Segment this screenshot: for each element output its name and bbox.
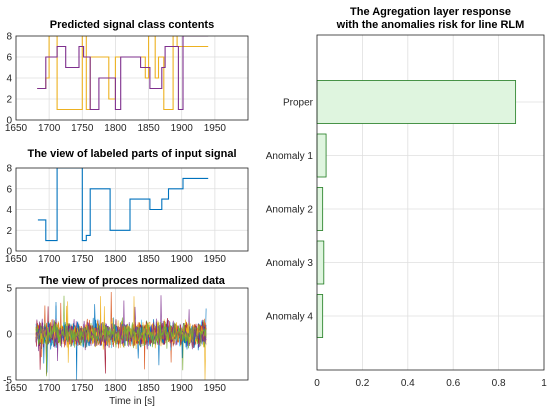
x-tick-label: 0.6 — [446, 378, 460, 389]
bar-2 — [316, 133, 327, 178]
x-tick-label: 1800 — [104, 383, 127, 394]
series-line-1 — [37, 168, 209, 242]
y-tick-label: 2 — [6, 226, 12, 237]
x-tick-label: 0.8 — [492, 378, 506, 389]
y-tick-label: 8 — [6, 32, 12, 43]
subplot-title: The view of labeled parts of input signa… — [27, 148, 236, 160]
series-group — [35, 291, 207, 380]
y-tick-label: 5 — [6, 284, 12, 295]
category-label: Anomaly 4 — [266, 312, 314, 323]
x-tick-label: 1700 — [38, 383, 61, 394]
series-group — [37, 168, 209, 242]
y-tick-label: 0 — [6, 116, 12, 127]
x-tick-label: 0.4 — [401, 378, 415, 389]
bar-5 — [316, 294, 324, 338]
series-group — [37, 36, 209, 111]
y-tick-label: -5 — [3, 376, 12, 387]
x-tick-label: 1900 — [171, 383, 194, 394]
x-tick-label: 1900 — [171, 123, 194, 134]
x-tick-label: 1750 — [71, 123, 94, 134]
x-tick-label: 1850 — [137, 254, 160, 265]
subplot-2: 1650 1700 1750 1800 1850 1900 1950 0 2 4 6 8 The vie… — [5, 148, 249, 265]
subplot-3: 1650 1700 1750 1800 1850 1900 1950 -5 0 5 The view… — [3, 275, 249, 407]
x-tick-label: 1850 — [137, 383, 160, 394]
category-label: Anomaly 2 — [266, 205, 314, 216]
category-label: Anomaly 3 — [266, 258, 314, 269]
x-tick-label: 1650 — [5, 254, 28, 265]
subplot-title: Predicted signal class contents — [50, 19, 214, 31]
x-tick-label: 1750 — [71, 254, 94, 265]
chart-subtitle: with the anomalies risk for line RLM — [336, 19, 525, 31]
category-label: Anomaly 1 — [266, 151, 314, 162]
x-axis-label: Time in [s] — [109, 396, 155, 407]
y-tick-label: 6 — [6, 184, 12, 195]
x-tick-label: 1700 — [38, 123, 61, 134]
x-tick-label: 1700 — [38, 254, 61, 265]
y-tick-label: 6 — [6, 53, 12, 64]
x-tick-label: 0.2 — [355, 378, 369, 389]
noise-series-12 — [35, 320, 207, 377]
x-tick-label: 1 — [541, 378, 547, 389]
bar-1 — [316, 80, 517, 124]
series-line-2 — [37, 36, 209, 111]
subplot-title: The view of proces normalized data — [39, 275, 226, 287]
x-tick-label: 1650 — [5, 123, 28, 134]
y-tick-label: 0 — [6, 330, 12, 341]
category-label: Proper — [283, 98, 314, 109]
axes-frame — [15, 35, 249, 121]
x-tick-label: 1950 — [204, 254, 227, 265]
bar-chart: 0 0.2 0.4 0.6 0.8 1 Proper Anomaly 1 Anomaly 2 An… — [266, 6, 547, 389]
x-tick-label: 1800 — [104, 123, 127, 134]
bar-4 — [316, 240, 325, 285]
x-tick-label: 1900 — [171, 254, 194, 265]
x-tick-label: 0 — [314, 378, 320, 389]
axes-frame — [15, 287, 249, 381]
x-tick-label: 1950 — [204, 123, 227, 134]
chart-title: The Agregation layer response — [350, 6, 511, 18]
y-tick-label: 8 — [6, 164, 12, 175]
bar-3 — [316, 187, 324, 231]
axes-frame — [15, 167, 249, 252]
x-tick-label: 1800 — [104, 254, 127, 265]
y-tick-label: 4 — [6, 205, 12, 216]
y-tick-label: 2 — [6, 95, 12, 106]
subplot-1: 1650 1700 1750 1800 1850 1900 1950 0 2 4 6 8 Predict… — [5, 19, 249, 134]
y-tick-label: 0 — [6, 247, 12, 258]
x-tick-label: 1850 — [137, 123, 160, 134]
y-tick-label: 4 — [6, 74, 12, 85]
x-tick-label: 1950 — [204, 383, 227, 394]
noise-series-11 — [35, 295, 207, 362]
x-tick-label: 1650 — [5, 383, 28, 394]
axes-frame — [316, 34, 545, 371]
x-tick-label: 1750 — [71, 383, 94, 394]
